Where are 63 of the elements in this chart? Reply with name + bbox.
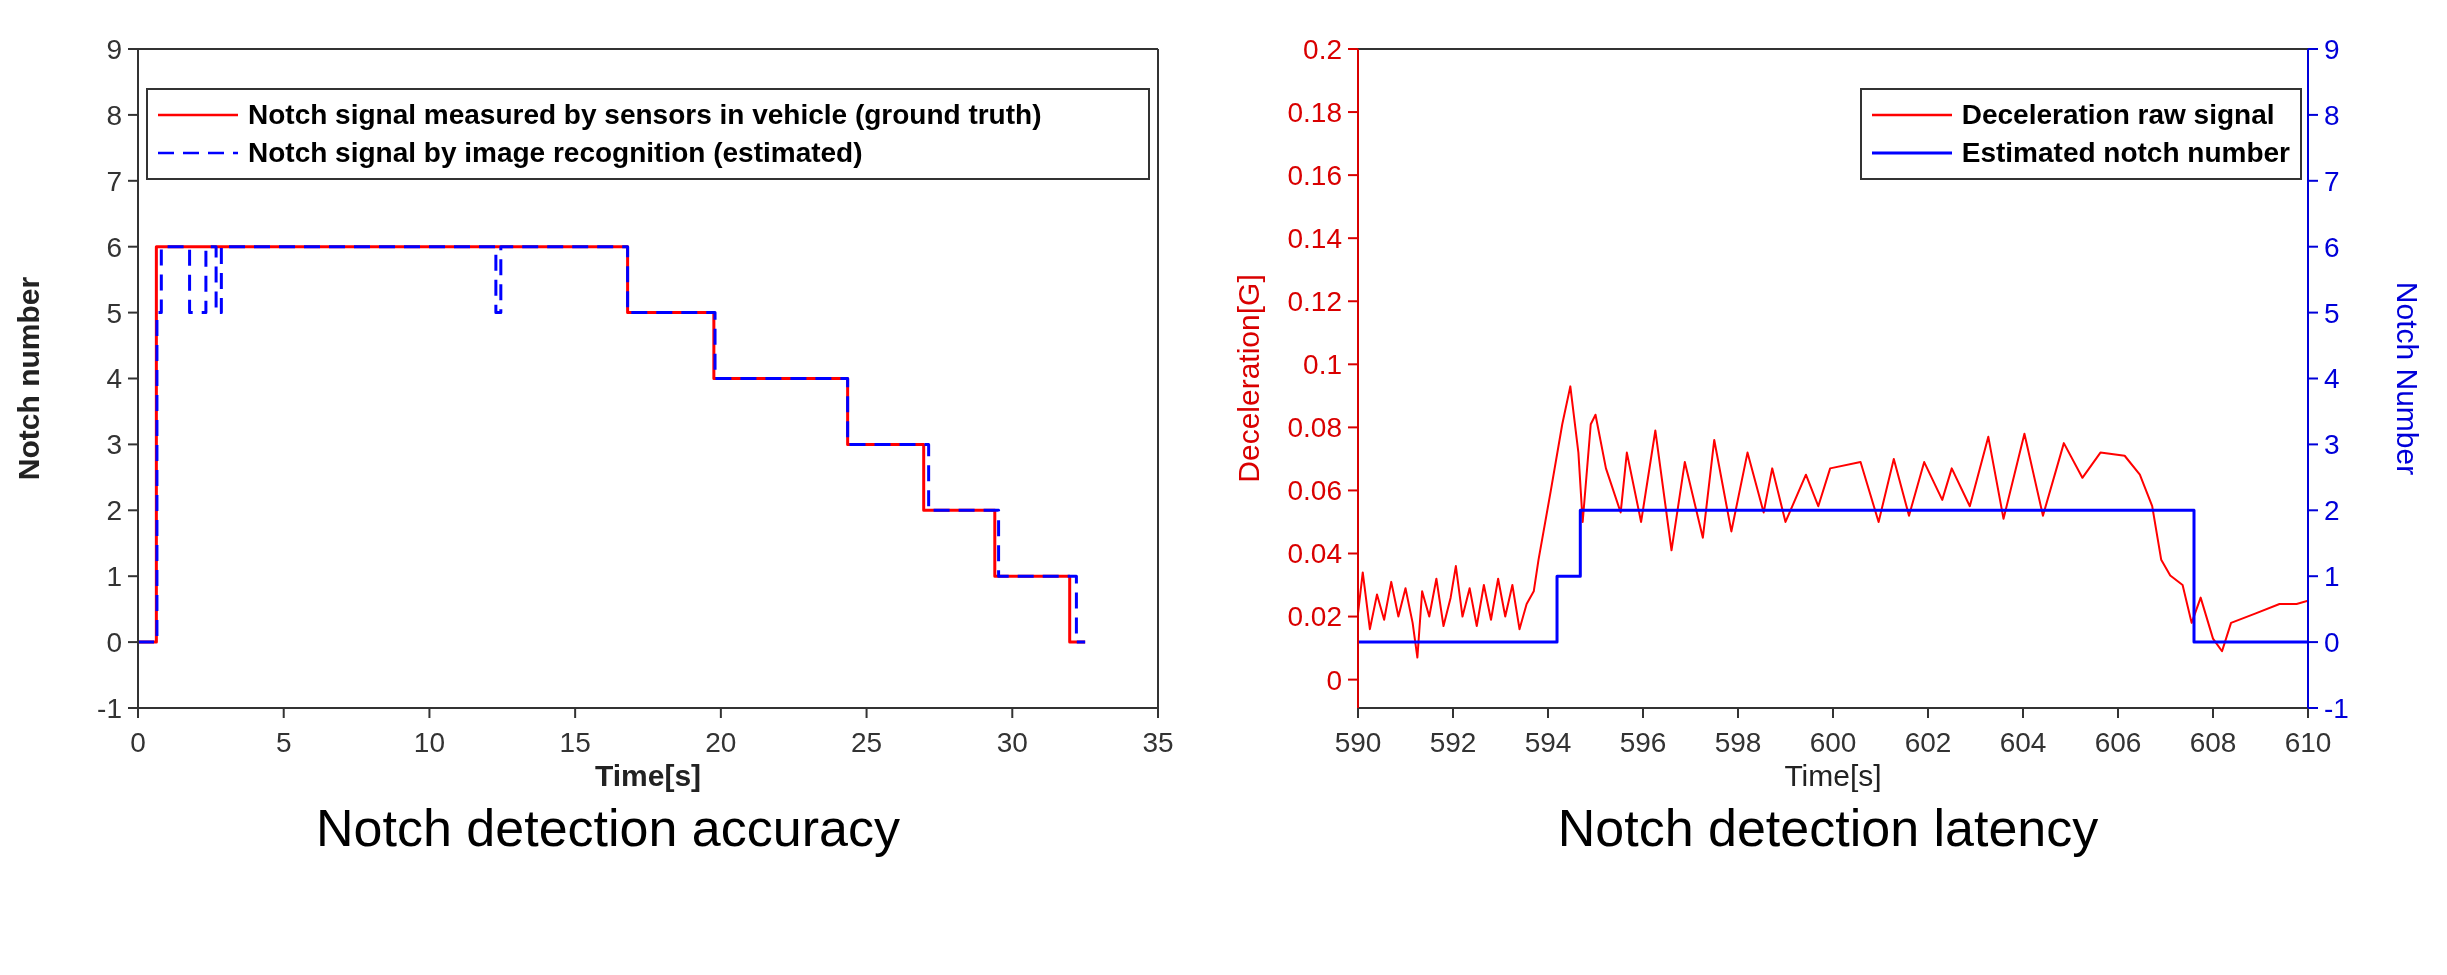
legend-label: Estimated notch number [1961, 136, 2290, 170]
y-tick-label: 6 [106, 231, 122, 263]
x-tick-label: 602 [1904, 726, 1952, 758]
y-tick-label: 7 [106, 165, 122, 197]
x-tick-label: 30 [996, 726, 1028, 758]
y-tick-label: 0 [106, 627, 122, 659]
x-tick-label: 606 [2094, 726, 2142, 758]
text: Notch detection accuracy [315, 798, 901, 858]
y-tick-label: 0.16 [1287, 160, 1342, 192]
y2-tick-label: 3 [2324, 429, 2340, 461]
x-axis-title: Time[s] [1784, 759, 1882, 792]
y2-tick-label: -1 [2324, 692, 2349, 724]
y-tick-label: 0.1 [1303, 349, 1342, 381]
y-tick-label: 0 [1326, 664, 1342, 696]
y-tick-label: 0.04 [1287, 538, 1342, 570]
x-tick-label: 592 [1429, 726, 1477, 758]
x-tick-label: 20 [705, 726, 737, 758]
y-tick-label: 5 [106, 297, 122, 329]
x-tick-label: 598 [1714, 726, 1762, 758]
y-tick-label: 0.12 [1287, 286, 1342, 318]
y-tick-label: 4 [106, 363, 122, 395]
y-tick-label: 0.2 [1303, 33, 1342, 65]
y2-tick-label: 2 [2324, 495, 2340, 527]
y2-tick-label: 1 [2324, 561, 2340, 593]
y-tick-label: 8 [106, 99, 122, 131]
x-tick-label: 35 [1142, 726, 1174, 758]
y-tick-label: 1 [106, 561, 122, 593]
x-tick-label: 608 [2189, 726, 2237, 758]
text: Notch detection latency [1556, 798, 2100, 858]
y2-tick-label: 9 [2324, 33, 2340, 65]
y-tick-label: 2 [106, 495, 122, 527]
y-tick-label: 0.14 [1287, 223, 1342, 255]
x-tick-label: 610 [2284, 726, 2332, 758]
x-tick-label: 15 [559, 726, 591, 758]
y-tick-label: 0.02 [1287, 601, 1342, 633]
y2-tick-label: 5 [2324, 297, 2340, 329]
x-tick-label: 590 [1334, 726, 1382, 758]
y2-axis-title: Notch Number [2391, 281, 2425, 476]
y2-tick-label: 6 [2324, 231, 2340, 263]
x-tick-label: 604 [1999, 726, 2047, 758]
x-tick-label: 600 [1809, 726, 1857, 758]
x-tick-label: 0 [130, 726, 146, 758]
y2-tick-label: 0 [2324, 627, 2340, 659]
x-tick-label: 596 [1619, 726, 1667, 758]
y2-tick-label: 7 [2324, 165, 2340, 197]
y-tick-label: 0.06 [1287, 475, 1342, 507]
x-tick-label: 594 [1524, 726, 1572, 758]
y-tick-label: -1 [97, 692, 122, 724]
x-tick-label: 5 [275, 726, 292, 758]
x-axis-title: Time[s] [594, 759, 702, 792]
legend-label: Notch signal measured by sensors in vehicle (ground truth) [248, 98, 1042, 132]
y-tick-label: 9 [106, 33, 122, 65]
x-tick-label: 25 [850, 726, 883, 758]
y-axis-title: Notch number [11, 276, 45, 481]
y-axis-title: Deceleration[G] [1231, 274, 1265, 483]
y-tick-label: 0.08 [1287, 412, 1342, 444]
y-tick-label: 0.18 [1287, 97, 1342, 128]
y2-tick-label: 4 [2324, 363, 2340, 395]
y2-tick-label: 8 [2324, 99, 2340, 131]
legend-label: Deceleration raw signal [1961, 98, 2275, 132]
legend-label: Notch signal by image recognition (estimated) [248, 136, 863, 170]
x-tick-label: 10 [413, 726, 446, 758]
y-tick-label: 3 [106, 429, 122, 461]
